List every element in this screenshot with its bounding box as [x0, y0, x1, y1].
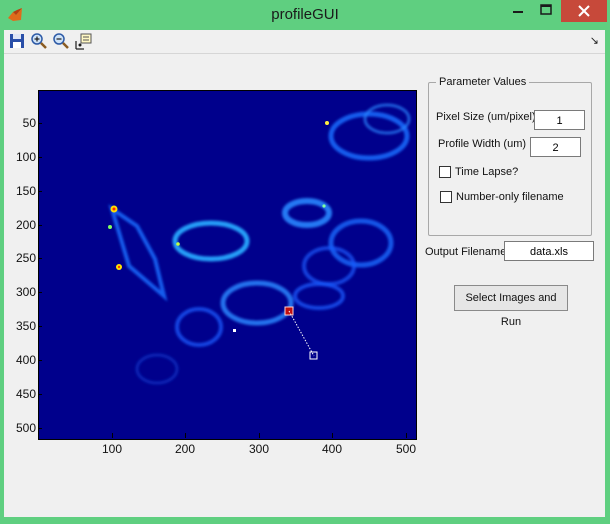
x-tick-label: 200 [174, 442, 196, 456]
y-tick-label: 50 [22, 116, 36, 130]
zoom-in-icon[interactable] [30, 32, 48, 50]
y-tick-label: 450 [15, 387, 36, 401]
figure-toolbar: ↘ [4, 30, 605, 54]
maximize-button[interactable] [532, 0, 560, 22]
save-icon[interactable] [8, 32, 26, 50]
y-tick-label: 500 [15, 421, 36, 435]
window-title: profileGUI [271, 6, 339, 23]
y-tick-mark [38, 123, 42, 124]
y-tick-mark [38, 292, 42, 293]
figure-client-area: ↘ [4, 30, 605, 517]
time-lapse-label: Time Lapse? [455, 166, 519, 178]
minimize-button[interactable] [504, 0, 532, 22]
number-only-label: Number-only filename [456, 191, 564, 203]
y-tick-label: 150 [15, 184, 36, 198]
dock-arrow-icon[interactable]: ↘ [589, 35, 599, 47]
zoom-out-icon[interactable] [52, 32, 70, 50]
parameter-panel-title: Parameter Values [436, 76, 530, 88]
close-button[interactable] [561, 0, 607, 22]
output-filename-input[interactable]: data.xls [504, 241, 594, 261]
profile-width-label: Profile Width (um) [438, 138, 527, 150]
time-lapse-checkbox[interactable] [439, 166, 451, 178]
y-tick-mark [38, 225, 42, 226]
y-tick-mark [38, 394, 42, 395]
y-tick-label: 200 [15, 218, 36, 232]
x-tick-mark [185, 433, 186, 438]
x-tick-label: 300 [248, 442, 270, 456]
output-filename-label: Output Filename [425, 246, 507, 258]
y-tick-mark [38, 191, 42, 192]
y-tick-label: 100 [15, 150, 36, 164]
y-tick-mark [38, 326, 42, 327]
x-tick-label: 100 [101, 442, 123, 456]
profile-width-input[interactable]: 2 [530, 137, 581, 157]
parameter-panel [428, 82, 592, 236]
number-only-checkbox[interactable] [440, 191, 452, 203]
y-tick-label: 400 [15, 353, 36, 367]
x-tick-mark [259, 433, 260, 438]
x-tick-mark [332, 433, 333, 438]
matlab-logo-icon [8, 8, 22, 21]
title-bar: profileGUI [0, 0, 610, 30]
fluorescence-image [39, 91, 416, 439]
x-tick-label: 500 [395, 442, 417, 456]
y-tick-mark [38, 428, 42, 429]
y-tick-label: 350 [15, 319, 36, 333]
image-axes[interactable] [38, 90, 417, 440]
x-tick-mark [112, 433, 113, 438]
pixel-size-input[interactable]: 1 [534, 110, 585, 130]
y-tick-mark [38, 360, 42, 361]
select-images-and-run-button[interactable]: Select Images and Run [454, 285, 568, 328]
data-cursor-icon[interactable] [74, 32, 92, 50]
pixel-size-label: Pixel Size (um/pixel) [436, 111, 536, 123]
x-tick-label: 400 [321, 442, 343, 456]
y-tick-label: 250 [15, 251, 36, 265]
y-tick-mark [38, 258, 42, 259]
y-tick-label: 300 [15, 285, 36, 299]
x-tick-mark [406, 433, 407, 438]
y-tick-mark [38, 157, 42, 158]
